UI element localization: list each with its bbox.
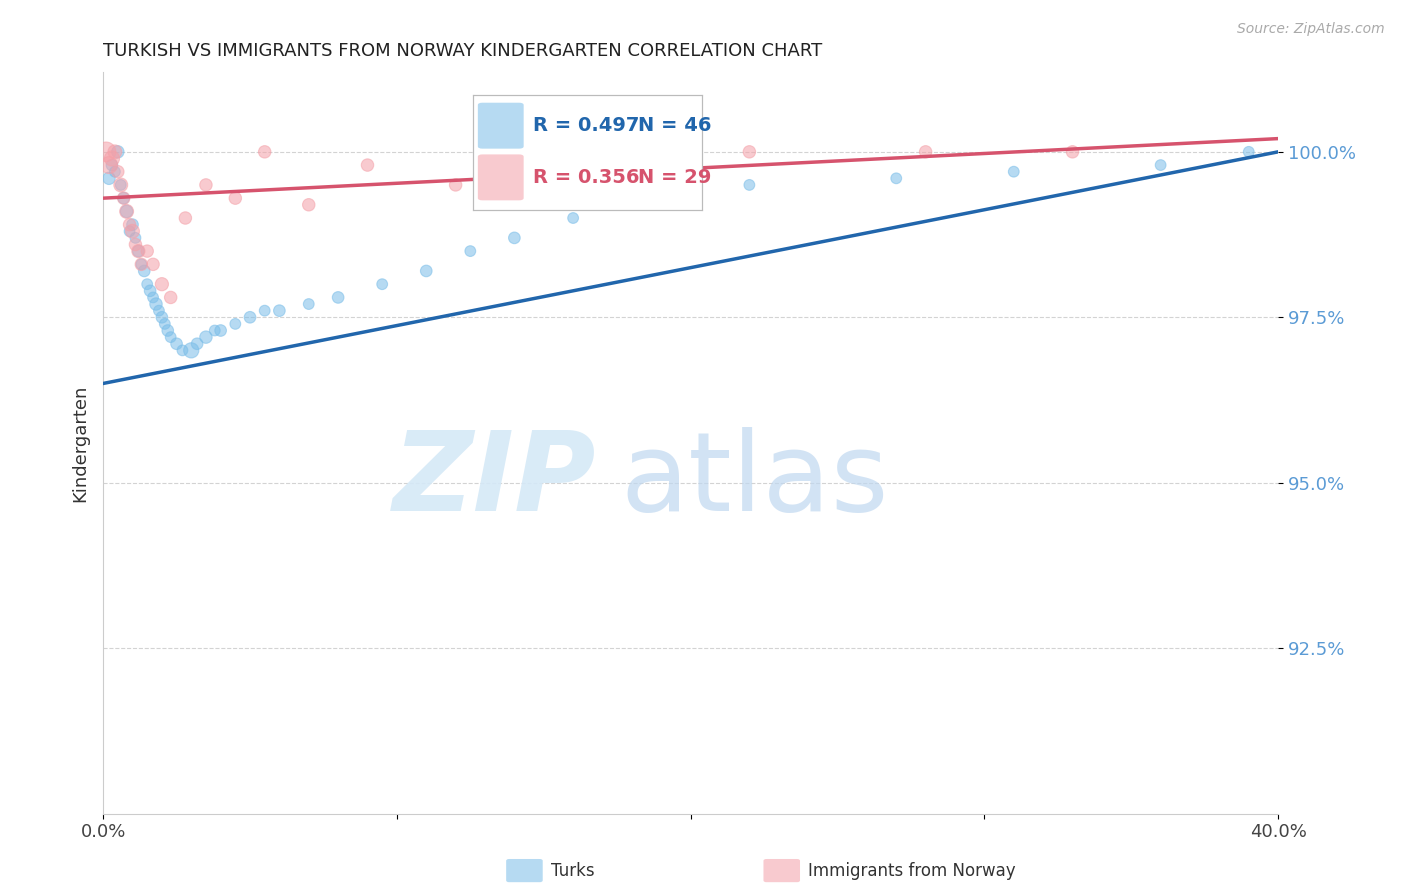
Point — [166, 336, 188, 351]
Point — [562, 211, 585, 225]
Point — [136, 244, 159, 259]
Point — [239, 310, 262, 325]
Point — [110, 178, 132, 192]
Point — [174, 211, 197, 225]
Point — [142, 257, 165, 271]
Point — [1062, 145, 1084, 159]
Point — [533, 145, 555, 159]
Point — [159, 290, 181, 304]
Point — [884, 171, 907, 186]
Point — [94, 145, 117, 159]
Point — [298, 198, 321, 212]
Point — [224, 191, 246, 205]
Point — [159, 330, 181, 344]
Point — [156, 324, 179, 338]
Point — [98, 158, 121, 172]
Point — [209, 324, 232, 338]
Point — [356, 158, 378, 172]
Point — [124, 237, 146, 252]
Point — [136, 277, 159, 292]
Point — [121, 218, 143, 232]
Point — [503, 231, 526, 245]
Point — [101, 158, 124, 172]
Point — [444, 178, 467, 192]
Point — [1237, 145, 1260, 159]
Point — [738, 178, 761, 192]
Point — [131, 257, 153, 271]
Point — [194, 178, 217, 192]
FancyBboxPatch shape — [763, 859, 800, 882]
Point — [326, 290, 349, 304]
Point — [180, 343, 202, 358]
Point — [104, 145, 127, 159]
Point — [118, 218, 141, 232]
Point — [142, 290, 165, 304]
Point — [115, 204, 138, 219]
Point — [1002, 164, 1025, 178]
Text: Immigrants from Norway: Immigrants from Norway — [808, 862, 1017, 880]
Point — [371, 277, 394, 292]
Point — [148, 303, 170, 318]
Point — [620, 198, 643, 212]
Text: Turks: Turks — [551, 862, 595, 880]
Point — [127, 244, 149, 259]
Point — [127, 244, 149, 259]
Text: TURKISH VS IMMIGRANTS FROM NORWAY KINDERGARTEN CORRELATION CHART: TURKISH VS IMMIGRANTS FROM NORWAY KINDER… — [103, 42, 823, 60]
Point — [98, 171, 121, 186]
Point — [253, 303, 276, 318]
Point — [139, 284, 162, 298]
Point — [121, 224, 143, 238]
Point — [110, 178, 132, 192]
Point — [1149, 158, 1171, 172]
Point — [298, 297, 321, 311]
Point — [738, 145, 761, 159]
Point — [914, 145, 936, 159]
Text: atlas: atlas — [620, 426, 889, 533]
Point — [112, 191, 135, 205]
Point — [134, 264, 156, 278]
Point — [150, 277, 173, 292]
Point — [415, 264, 437, 278]
Point — [101, 152, 124, 166]
Point — [224, 317, 246, 331]
Point — [620, 145, 643, 159]
Point — [104, 164, 127, 178]
Point — [131, 257, 153, 271]
Text: ZIP: ZIP — [394, 426, 596, 533]
Point — [172, 343, 194, 358]
Point — [145, 297, 167, 311]
Point — [124, 231, 146, 245]
Point — [107, 164, 129, 178]
Point — [150, 310, 173, 325]
Point — [112, 191, 135, 205]
Point — [115, 204, 138, 219]
Point — [460, 244, 482, 259]
Point — [186, 336, 208, 351]
Y-axis label: Kindergarten: Kindergarten — [72, 384, 89, 501]
Point — [194, 330, 217, 344]
Point — [269, 303, 291, 318]
Point — [153, 317, 176, 331]
Point — [204, 324, 226, 338]
Point — [253, 145, 276, 159]
Point — [107, 145, 129, 159]
Point — [118, 224, 141, 238]
FancyBboxPatch shape — [506, 859, 543, 882]
Text: Source: ZipAtlas.com: Source: ZipAtlas.com — [1237, 22, 1385, 37]
